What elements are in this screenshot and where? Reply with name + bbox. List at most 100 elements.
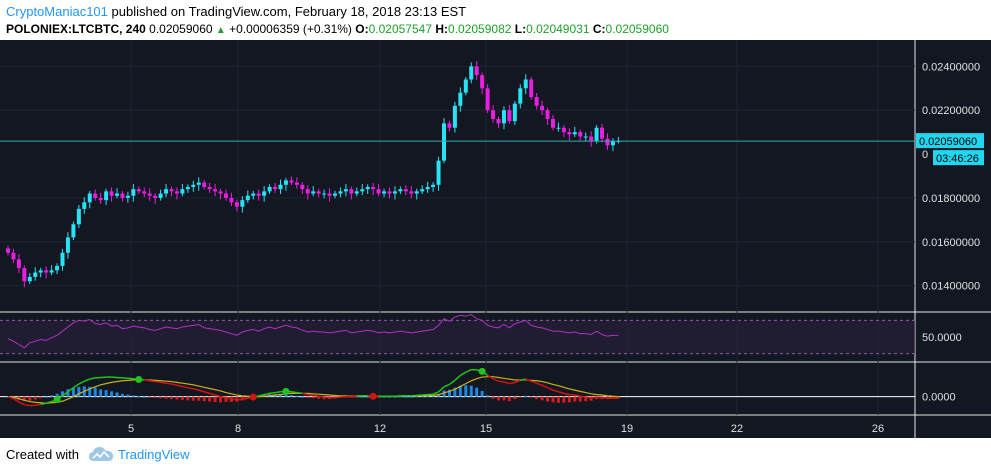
candle-body	[33, 272, 38, 277]
countdown-label: 03:46:26	[936, 153, 979, 165]
macd-line-segment	[580, 395, 586, 398]
candle-body	[207, 186, 212, 190]
macd-line-segment	[459, 371, 467, 377]
macd-line-segment	[465, 369, 472, 373]
macd-histogram-bar	[39, 396, 43, 399]
candle-body	[180, 189, 185, 194]
candle-body	[403, 189, 408, 192]
candle-body	[11, 252, 16, 260]
candle-body	[44, 270, 49, 273]
candle-body	[387, 191, 392, 194]
candle-body	[251, 193, 256, 196]
macd-line-segment	[89, 377, 96, 380]
macd-histogram-bar	[497, 396, 500, 401]
candle-body	[158, 193, 163, 198]
macd-histogram-bar	[208, 396, 212, 402]
macd-line-segment	[487, 374, 494, 380]
x-tick-label: 8	[235, 423, 241, 435]
macd-line-segment	[258, 393, 265, 397]
macd-histogram-bar	[513, 396, 517, 400]
macd-histogram-bar	[567, 396, 571, 403]
macd-histogram-bar	[409, 396, 413, 398]
candle-body	[398, 189, 403, 192]
macd-histogram-bar	[131, 395, 135, 397]
last-price-tag	[916, 133, 984, 149]
author-link[interactable]: CryptoManiac101	[6, 4, 108, 19]
symbol-line: POLONIEX:LTCBTC, 240 0.02059060 ▲ +0.000…	[6, 22, 669, 36]
candle-body	[610, 140, 615, 146]
macd-histogram-bar	[589, 396, 593, 401]
macd-histogram-bar	[469, 385, 473, 397]
macd-line-segment	[296, 391, 303, 395]
macd-line-segment	[574, 394, 581, 397]
candle-body	[283, 180, 288, 185]
macd-histogram-bar	[524, 395, 528, 397]
macd-cross-marker	[249, 393, 257, 401]
candle-body	[365, 186, 370, 190]
chart-area[interactable]: 5 8 12 15 19 22 26 0.02400000 0.02200000 0.018000…	[0, 40, 991, 438]
macd-cross-marker	[135, 376, 143, 384]
tradingview-brand[interactable]: TradingView	[118, 447, 190, 462]
macd-line-segment	[291, 391, 297, 394]
candle-body	[82, 202, 87, 209]
macd-histogram-bar	[219, 396, 223, 403]
candle-body	[311, 191, 316, 194]
macd-line-segment	[149, 380, 156, 383]
last-price: 0.02059060	[149, 22, 213, 36]
candle-body	[496, 118, 501, 124]
candle-body	[289, 180, 294, 183]
macd-histogram-bar	[464, 385, 468, 397]
candle-body	[262, 191, 267, 196]
macd-line-segment	[438, 386, 445, 393]
macd-histogram-bar	[447, 389, 451, 397]
macd-histogram-bar	[322, 396, 326, 400]
macd-histogram-bar	[388, 396, 391, 398]
macd-cross-marker	[282, 387, 290, 395]
x-tick-label: 19	[621, 423, 633, 435]
macd-line-segment	[449, 379, 456, 386]
macd-histogram-bar	[71, 387, 75, 397]
macd-line-segment	[432, 391, 439, 395]
macd-histogram-bar	[99, 389, 103, 397]
candle-body	[71, 224, 76, 238]
chart-svg[interactable]: 5 8 12 15 19 22 26 0.02400000 0.02200000 0.018000…	[0, 40, 991, 438]
macd-histogram-bar	[61, 391, 64, 397]
macd-histogram-bar	[300, 396, 304, 398]
macd-line-segment	[13, 398, 20, 403]
candle-body	[294, 182, 299, 185]
macd-line-segment	[198, 389, 205, 393]
macd-histogram-bar	[50, 395, 54, 397]
created-with-text: Created with	[6, 447, 79, 462]
macd-histogram-bar	[595, 396, 599, 400]
candle-body	[38, 270, 43, 273]
candle-body	[589, 136, 594, 141]
macd-histogram-bar	[28, 396, 32, 401]
candle-body	[360, 189, 365, 192]
macd-line-segment	[165, 382, 172, 385]
candle-body	[442, 123, 446, 161]
macd-line-segment	[18, 401, 25, 406]
candle-body	[191, 184, 196, 187]
macd-line-segment	[541, 384, 548, 389]
candle-body	[518, 88, 523, 104]
candle-body	[27, 276, 32, 282]
change-up-icon: ▲	[215, 25, 226, 36]
macd-line-segment	[547, 387, 554, 391]
high-value: 0.02059082	[448, 22, 512, 36]
candle-body	[485, 88, 490, 111]
macd-line-segment	[443, 383, 450, 388]
candle-body	[76, 208, 81, 225]
macd-histogram-bar	[529, 396, 533, 398]
candle-body	[333, 193, 337, 196]
macd-line-segment	[242, 397, 248, 401]
candle-body	[16, 259, 21, 269]
footer: Created with TradingView	[0, 438, 991, 472]
macd-histogram-bar	[437, 393, 441, 397]
macd-histogram-bar	[366, 396, 370, 398]
macd-histogram-bar	[213, 396, 217, 402]
macd-line-segment	[509, 381, 516, 385]
macd-line-segment	[176, 384, 183, 388]
macd-line-segment	[24, 404, 30, 407]
candle-body	[512, 103, 517, 122]
candle-body	[578, 132, 583, 137]
